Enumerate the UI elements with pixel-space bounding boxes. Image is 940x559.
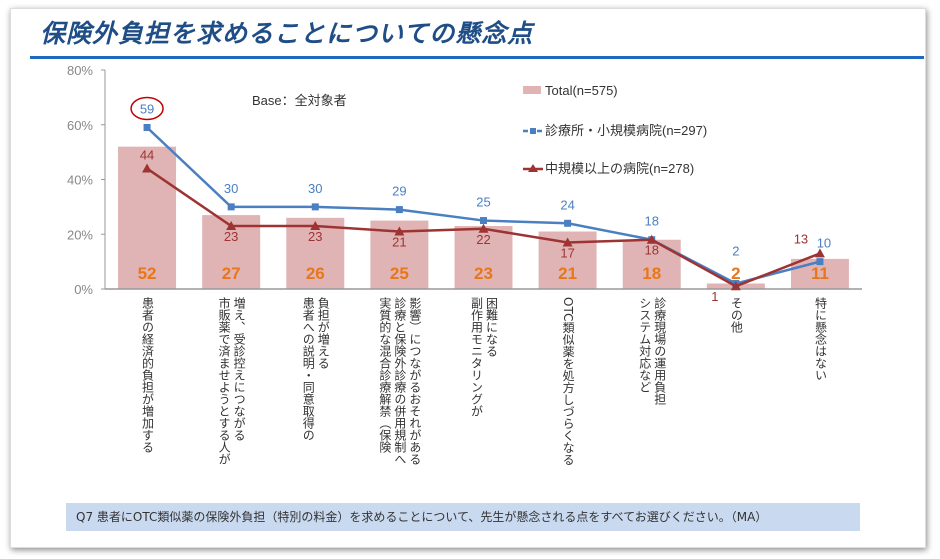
legend-label-total: Total(n=575) [545,83,618,98]
base-note: Base：全対象者 [252,93,347,108]
data-label-total: 21 [558,264,577,283]
y-tick-label: 0% [74,282,93,297]
marker-triangle [226,221,237,231]
x-axis-label: 患者の経済的負担が増加する [140,297,155,453]
marker-square [564,219,572,227]
x-axis-label-line: 患者への説明・同意取得の [301,297,316,441]
data-label-clinic: 25 [476,195,490,210]
marker-square [227,203,235,211]
marker-square [395,206,403,214]
data-label-hospital: 18 [644,243,658,258]
x-axis-label-line: 負担が増える [316,297,331,369]
data-label-total: 52 [138,264,157,283]
x-axis-label: 診療現場の運用負担 システム対応など [637,297,667,405]
x-axis-label-line: 市販薬で済ませようとする人が [217,297,232,465]
data-label-clinic: 30 [224,181,238,196]
highlight-circle [130,96,164,121]
data-label-total: 11 [811,264,829,283]
data-label-hospital: 22 [476,232,490,247]
x-axis-label: 増え、受診控えにつながる 市販薬で済ませようとする人が [216,297,246,465]
data-label-hospital: 21 [392,235,406,250]
marker-triangle [814,248,825,258]
x-axis-label-line: 診療現場の運用負担 [652,297,667,405]
marker-square [311,203,319,211]
page-title: 保険外負担を求めることについての懸念点 [40,19,534,48]
data-label-hospital: 13 [794,231,808,246]
x-axis-label: 困難になる 副作用モニタリングが [469,297,499,417]
marker-triangle [478,223,489,233]
data-label-total: 27 [222,264,241,283]
data-label-clinic: 59 [140,101,154,116]
legend-marker-square [530,128,536,134]
y-tick-label: 80% [67,63,93,78]
x-axis-label-line: その他 [729,297,744,333]
marker-triangle [646,234,657,244]
x-axis-label: その他 [728,297,743,333]
data-label-hospital: 44 [140,148,154,163]
marker-triangle [562,237,573,247]
x-axis-label-line: OTC類似薬を処方しづらくなる [561,297,576,466]
data-label-clinic: 2 [732,244,739,259]
x-axis-label-line: 困難になる [484,297,499,357]
bar-total [622,239,681,289]
marker-square [143,123,151,131]
y-tick-label: 20% [67,227,93,242]
data-label-hospital: 1 [711,289,718,304]
x-axis-label-line: 診療と保険外診療の併用規制へ [392,297,407,465]
question-text: Q7 患者にOTC類似薬の保険外負担（特別の料金）を求めることについて、先生が懸… [66,503,860,531]
data-label-hospital: 17 [560,245,574,260]
title-underline [30,56,924,59]
data-label-total: 18 [642,264,661,283]
marker-triangle [310,221,321,231]
marker-triangle [142,163,153,173]
x-axis-label: 特に懸念はない [812,297,827,381]
data-label-total: 2 [731,264,740,283]
x-axis-label-line: 患者の経済的負担が増加する [140,297,155,453]
x-axis-label-line: システム対応など [637,297,652,393]
x-axis-label-line: 増え、受診控えにつながる [232,297,247,441]
data-label-clinic: 30 [308,181,322,196]
x-axis-label-line: 副作用モニタリングが [469,297,484,417]
data-label-clinic: 10 [817,236,831,251]
x-axis-label-line: 実質的な混合診療解禁（保険 [377,297,392,453]
y-tick-label: 40% [67,173,93,188]
x-axis-label-line: 特に懸念はない [813,297,828,381]
y-tick-label: 60% [67,118,93,133]
data-label-hospital: 23 [308,229,322,244]
data-label-clinic: 18 [644,214,658,229]
legend-marker-triangle [528,164,538,172]
legend-label-hospital: 中規模以上の病院(n=278) [545,161,694,176]
legend-label-clinic: 診療所・小規模病院(n=297) [545,123,707,138]
x-axis-label-line: 影響）につながるおそれがある [407,297,422,465]
marker-triangle [730,281,741,291]
marker-square [816,258,824,266]
data-label-hospital: 23 [224,229,238,244]
data-label-clinic: 24 [560,197,574,212]
legend-swatch-total [523,86,541,94]
data-label-clinic: 29 [392,184,406,199]
data-label-total: 26 [306,264,325,283]
data-label-total: 25 [390,264,409,283]
x-axis-label: 影響）につながるおそれがある 診療と保険外診療の併用規制へ 実質的な混合診療解禁（保… [377,297,422,465]
bar-total [454,226,513,289]
x-axis-label: OTC類似薬を処方しづらくなる [560,297,575,465]
data-label-total: 23 [474,264,493,283]
x-axis-label: 負担が増える 患者への説明・同意取得の [300,297,330,441]
marker-triangle [394,226,405,236]
marker-square [480,217,487,225]
